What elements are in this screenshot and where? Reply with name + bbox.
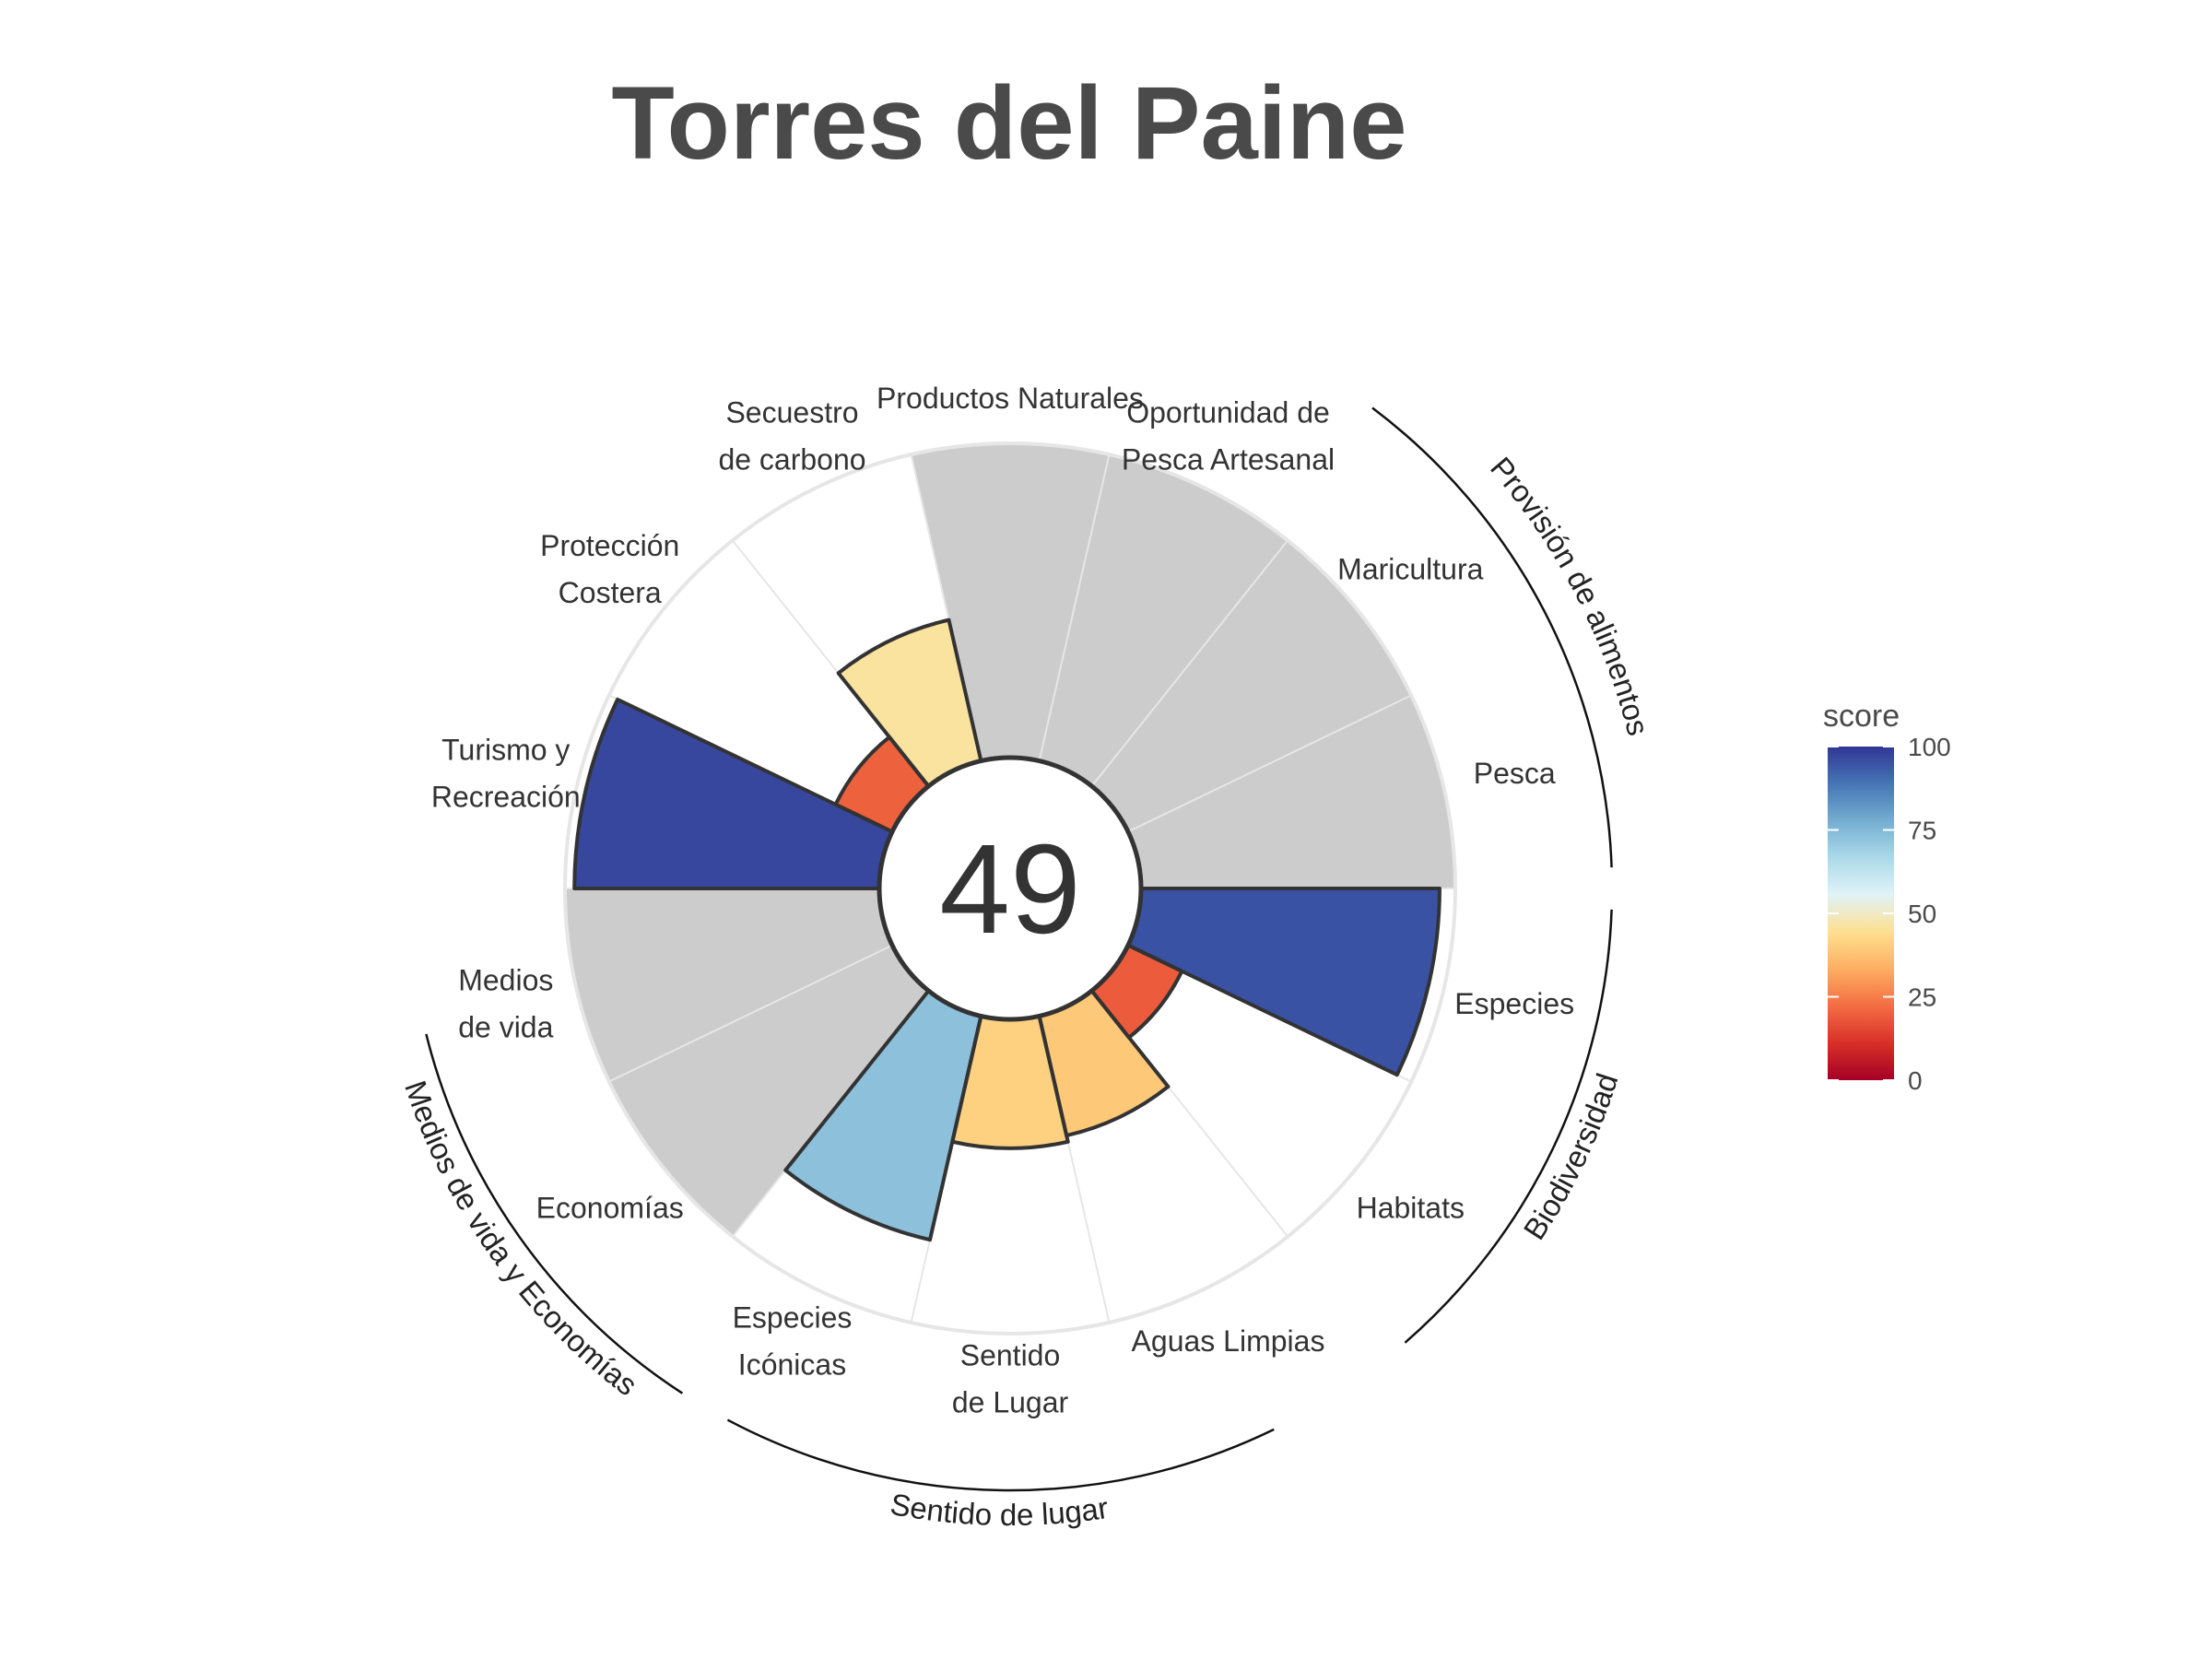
- petal-score: [785, 991, 982, 1241]
- goal-label: Especies Icónicas: [733, 1301, 853, 1382]
- group-arc: [726, 1418, 1275, 1492]
- goal-label: Sentido de Lugar: [952, 1339, 1069, 1419]
- legend-tick-label: 0: [1908, 1066, 1923, 1095]
- color-legend: score 0 25 50 75 100: [1823, 699, 1951, 1095]
- goal-label: Productos Naturales: [877, 382, 1144, 415]
- grid-spoke: [1038, 453, 1111, 761]
- goal-label: Aguas Limpias: [1132, 1324, 1325, 1358]
- group-label: Provisión de alimentos: [1484, 451, 1655, 739]
- petal-score: [952, 1016, 1068, 1148]
- group-arc: [1404, 909, 1613, 1344]
- petal-no-data: [1127, 695, 1455, 888]
- goal-label: Turismo y Recreación: [431, 734, 581, 814]
- grid-spoke: [1127, 694, 1412, 833]
- petal-score: [1127, 888, 1440, 1076]
- legend-tick-label: 25: [1908, 983, 1936, 1012]
- petal-no-data: [565, 888, 893, 1082]
- goal-labels-layer: Pesca Maricultura Oportunidad de Pesca Arte…: [431, 382, 1574, 1419]
- petal-no-data: [911, 443, 1110, 761]
- group-arc: [425, 1033, 684, 1394]
- petal-score: [1039, 991, 1169, 1136]
- legend-tick-label: 75: [1908, 817, 1936, 845]
- grid-spoke: [1090, 539, 1288, 787]
- group-arc: [1371, 406, 1613, 868]
- center-disc: [877, 755, 1144, 1022]
- goal-label: Medios de vida: [458, 963, 553, 1043]
- goal-label: Protección Costera: [540, 529, 679, 609]
- goal-label: Pesca: [1474, 757, 1556, 790]
- petal-outline: [1037, 989, 1171, 1138]
- goal-label: Maricultura: [1337, 553, 1483, 586]
- score-outline-layer: [572, 618, 1441, 1242]
- petal-outline: [572, 697, 893, 890]
- group-label: Biodiversidad: [1517, 1069, 1625, 1245]
- legend-tick-label: 50: [1908, 900, 1936, 928]
- petal-no-data: [608, 945, 929, 1237]
- petal-no-data: [1091, 540, 1412, 832]
- goal-label: Habitats: [1357, 1191, 1465, 1224]
- petal-outline: [836, 618, 983, 788]
- goal-label: Oportunidad de Pesca Artesanal: [1122, 396, 1335, 477]
- petal-score: [838, 619, 982, 786]
- legend-title: score: [1823, 699, 1900, 734]
- group-label: Sentido de lugar: [888, 1487, 1111, 1532]
- goal-label: Economías: [536, 1191, 684, 1224]
- goal-label: Especies: [1454, 987, 1574, 1020]
- grid-spoke: [608, 944, 893, 1083]
- petal-outline: [1127, 887, 1441, 1077]
- petals-layer: [565, 443, 1455, 1241]
- petal-no-data: [1039, 454, 1288, 786]
- petal-outline: [783, 989, 983, 1242]
- petal-outline: [950, 1015, 1070, 1150]
- legend-ticks: 0 25 50 75 100: [1828, 733, 1951, 1095]
- legend-tick-label: 100: [1908, 733, 1951, 761]
- petal-score: [574, 699, 893, 888]
- overall-score: 49: [939, 818, 1081, 960]
- goal-label: Secuestro de carbono: [718, 396, 865, 477]
- chart-title: Torres del Paine: [611, 65, 1406, 181]
